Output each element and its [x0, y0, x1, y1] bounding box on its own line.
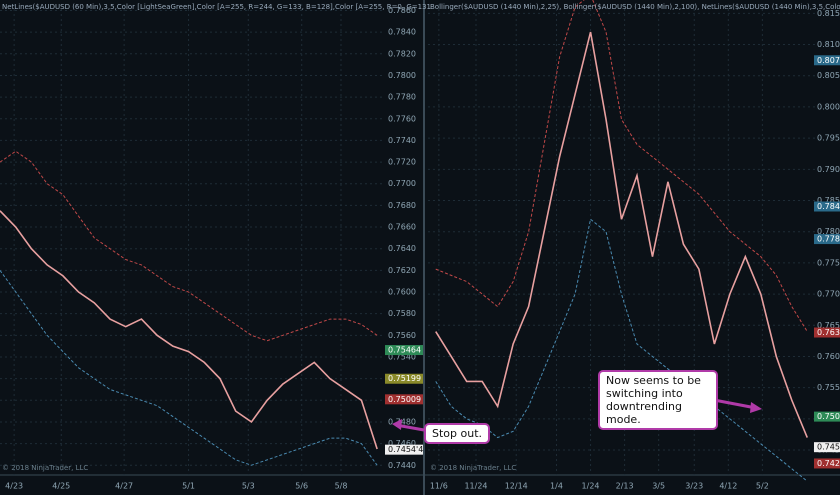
x-tick-label: 4/12 [719, 482, 737, 491]
price-flag-label: 0.75464 [388, 346, 421, 355]
y-tick-label: 0.7680 [388, 201, 416, 210]
y-tick-label: 0.8150 [817, 9, 840, 18]
price-flag-label: 0.75009 [388, 395, 421, 404]
price-flag-label: 0.75199 [388, 374, 421, 383]
price-flag [814, 234, 840, 245]
copyright: © 2018 NinjaTrader, LLC [430, 464, 516, 472]
price-flag [814, 201, 840, 212]
x-tick-label: 11/6 [430, 482, 448, 491]
x-tick-label: 5/1 [182, 482, 195, 491]
y-tick-label: 0.7760 [388, 114, 416, 123]
y-tick-label: 0.7600 [817, 352, 840, 361]
arrow-head [392, 419, 402, 430]
x-tick-label: 2/13 [616, 482, 634, 491]
x-tick-label: 4/27 [115, 482, 133, 491]
price-flag [385, 345, 423, 356]
y-tick-label: 0.7840 [388, 28, 416, 37]
price-flag-label: 0.80748 [817, 56, 840, 65]
y-tick-label: 0.7480 [388, 417, 416, 426]
x-tick-label: 4/25 [52, 482, 70, 491]
price-flag [814, 442, 840, 453]
chart-header: NetLines($AUDUSD (60 Min),3,5,Color [Lig… [2, 3, 431, 11]
price-line [0, 210, 378, 450]
y-tick-label: 0.7460 [388, 439, 416, 448]
x-tick-label: 4/23 [5, 482, 23, 491]
y-tick-label: 0.7600 [388, 288, 416, 297]
x-tick-label: 5/3 [242, 482, 255, 491]
y-tick-label: 0.7720 [388, 158, 416, 167]
price-flag-label: 0.7454'6 [817, 443, 840, 452]
annotation-box: Now seems to be switching into downtrend… [598, 370, 718, 430]
y-tick-label: 0.7800 [388, 71, 416, 80]
annotation-box: Stop out. [424, 423, 491, 444]
x-tick-label: 5/6 [295, 482, 308, 491]
price-flag-label: 0.7454'4 [388, 445, 423, 454]
y-tick-label: 0.7860 [388, 6, 416, 15]
price-flag [814, 55, 840, 66]
x-tick-label: 1/24 [582, 482, 600, 491]
price-flag [385, 373, 423, 384]
y-tick-label: 0.7800 [817, 227, 840, 236]
x-tick-label: 5/8 [335, 482, 348, 491]
price-flag [814, 458, 840, 469]
price-flag [385, 394, 423, 405]
x-tick-label: 3/23 [685, 482, 703, 491]
annotation-arrow [713, 398, 757, 410]
band-line [0, 150, 378, 342]
y-tick-label: 0.7740 [388, 136, 416, 145]
price-flag-label: 0.77882 [817, 235, 840, 244]
x-tick-label: 3/5 [652, 482, 665, 491]
x-tick-label: 11/24 [464, 482, 487, 491]
price-flag-label: 0.75036 [817, 412, 840, 421]
y-tick-label: 0.7660 [388, 223, 416, 232]
y-tick-label: 0.7440 [388, 461, 416, 470]
chart-header: Bollinger($AUDUSD (1440 Min),2,25), Boll… [430, 3, 840, 11]
y-tick-label: 0.7620 [388, 266, 416, 275]
band-line [435, 0, 808, 332]
band-line [0, 270, 378, 466]
x-tick-label: 12/14 [505, 482, 528, 491]
y-tick-label: 0.7780 [388, 93, 416, 102]
x-tick-label: 1/4 [550, 482, 563, 491]
y-tick-label: 0.7700 [817, 290, 840, 299]
y-tick-label: 0.7700 [388, 179, 416, 188]
y-tick-label: 0.7820 [388, 49, 416, 58]
y-tick-label: 0.7580 [388, 309, 416, 318]
price-line [435, 31, 808, 438]
y-tick-label: 0.7560 [388, 331, 416, 340]
price-flag-label: 0.78404 [817, 202, 840, 211]
price-flag-label: 0.74285 [817, 459, 840, 468]
band-line [435, 218, 808, 482]
arrow-head [750, 402, 762, 413]
price-flag-label: 0.76384 [817, 328, 840, 337]
price-flag [385, 444, 423, 455]
price-flag [814, 327, 840, 338]
price-flag [814, 411, 840, 422]
y-tick-label: 0.7540 [388, 352, 416, 361]
x-tick-label: 5/2 [756, 482, 769, 491]
y-tick-label: 0.7640 [388, 244, 416, 253]
copyright: © 2018 NinjaTrader, LLC [2, 464, 88, 472]
